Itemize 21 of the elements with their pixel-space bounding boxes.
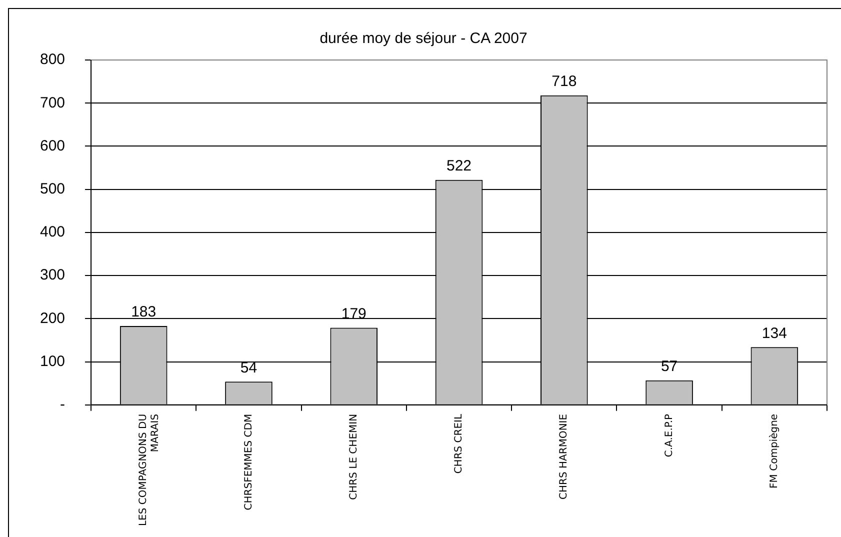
- y-tick-label: 400: [40, 224, 66, 241]
- y-tick-label: 800: [40, 51, 66, 68]
- y-tick-label: 600: [40, 137, 66, 154]
- x-tick-label: FM Compiègne: [769, 414, 780, 488]
- data-label: 522: [446, 158, 472, 174]
- y-tick-label: 200: [40, 310, 66, 327]
- chart-title: durée moy de séjour - CA 2007: [320, 30, 528, 48]
- y-tick-label: 100: [40, 352, 66, 370]
- y-tick-label: 500: [40, 180, 66, 198]
- x-tick-label: LES COMPAGNONS DU MARAIS: [138, 414, 162, 526]
- y-tick-label: 700: [40, 94, 66, 112]
- x-tick-label: CHRSFEMMES CDM: [243, 414, 254, 510]
- data-label: 134: [762, 324, 787, 342]
- x-tick-label: CHRS HARMONIE: [558, 414, 570, 500]
- x-tick-label: CHRS CREIL: [454, 413, 465, 474]
- data-label: 718: [552, 72, 577, 90]
- y-tick-label: 300: [40, 266, 66, 284]
- x-tick-label: CHRS LE CHEMIN: [348, 414, 360, 500]
- data-label: 183: [131, 304, 156, 321]
- x-tick-label: C.A.E.P.P: [664, 414, 675, 458]
- y-tick-label: -: [60, 396, 66, 414]
